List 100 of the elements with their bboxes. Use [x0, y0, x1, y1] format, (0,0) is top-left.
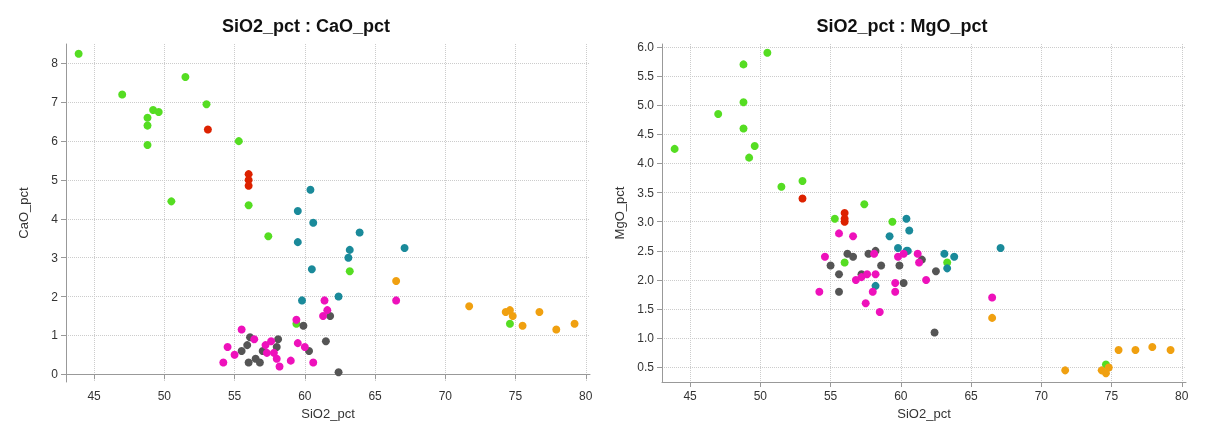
- point: [143, 141, 152, 150]
- point: [739, 124, 748, 133]
- y-tick-label: 8: [51, 56, 59, 71]
- point: [244, 358, 253, 367]
- y-tick-label: 2.5: [637, 243, 655, 258]
- point: [334, 292, 343, 301]
- y-tick-label: 7: [51, 95, 59, 110]
- point: [798, 194, 807, 203]
- x-tick-label: 80: [579, 389, 593, 403]
- y-tick-label: 2.0: [637, 273, 655, 288]
- x-tick-label: 60: [298, 389, 312, 403]
- point: [293, 207, 302, 216]
- point: [505, 319, 514, 328]
- point: [298, 296, 307, 305]
- point: [181, 73, 190, 82]
- point: [223, 343, 232, 352]
- point: [798, 176, 807, 185]
- point: [307, 265, 316, 274]
- point: [518, 321, 527, 330]
- point: [321, 337, 330, 346]
- point: [535, 308, 544, 317]
- point: [275, 362, 284, 371]
- y-tick-label: 2: [51, 289, 59, 304]
- point: [272, 343, 281, 352]
- x-axis-title: SiO2_pct: [897, 405, 952, 421]
- point: [293, 339, 302, 348]
- point: [244, 201, 253, 210]
- y-axis-title: MgO_pct: [612, 186, 627, 240]
- point: [320, 296, 329, 305]
- point: [299, 321, 308, 330]
- point: [264, 232, 273, 241]
- point: [237, 346, 246, 355]
- point: [888, 217, 897, 226]
- x-tick-label: 65: [964, 389, 979, 403]
- point: [1166, 345, 1175, 354]
- y-tick-label: 3.5: [637, 185, 655, 200]
- point: [552, 325, 561, 334]
- point: [988, 313, 997, 322]
- y-tick-label: 1.0: [637, 331, 655, 346]
- y-tick-label: 4.0: [637, 156, 655, 171]
- chart-title: SiO2_pct : CaO_pct: [221, 16, 391, 36]
- point: [943, 264, 952, 273]
- x-tick-label: 75: [508, 389, 523, 403]
- point: [392, 276, 401, 285]
- point: [1148, 343, 1157, 352]
- y-tick-label: 5.0: [637, 98, 655, 113]
- point: [849, 252, 858, 261]
- point: [815, 287, 824, 296]
- point: [670, 144, 679, 153]
- y-tick-label: 1.5: [637, 302, 655, 317]
- point: [570, 319, 579, 328]
- point: [400, 243, 409, 252]
- point: [763, 48, 772, 57]
- point: [745, 153, 754, 162]
- point: [863, 270, 872, 279]
- x-tick-label: 75: [1104, 389, 1119, 403]
- point: [262, 348, 271, 357]
- x-tick-label: 70: [438, 389, 453, 403]
- point: [861, 299, 870, 308]
- point: [777, 182, 786, 191]
- point: [118, 90, 127, 99]
- point: [885, 232, 894, 241]
- point: [230, 350, 239, 359]
- y-tick-label: 0.5: [637, 360, 655, 375]
- point: [820, 252, 829, 261]
- point: [1131, 345, 1140, 354]
- point: [203, 125, 212, 134]
- point: [868, 287, 877, 296]
- point: [319, 311, 328, 320]
- point: [261, 341, 270, 350]
- point: [930, 328, 939, 337]
- point: [74, 49, 83, 58]
- point: [154, 107, 163, 116]
- point: [237, 325, 246, 334]
- point: [902, 214, 911, 223]
- point: [244, 181, 253, 190]
- point: [931, 267, 940, 276]
- point: [940, 249, 949, 258]
- y-tick-label: 4.5: [637, 127, 655, 142]
- point: [988, 293, 997, 302]
- point: [465, 302, 474, 311]
- x-tick-label: 55: [227, 389, 242, 403]
- y-tick-label: 3.0: [637, 214, 655, 229]
- point: [860, 200, 869, 209]
- point: [143, 113, 152, 122]
- point: [143, 121, 152, 130]
- point: [234, 137, 243, 146]
- point: [913, 249, 922, 258]
- x-tick-label: 70: [1034, 389, 1049, 403]
- point: [835, 287, 844, 296]
- point: [306, 185, 315, 194]
- point: [739, 98, 748, 107]
- x-tick-label: 50: [157, 389, 172, 403]
- point: [840, 258, 849, 267]
- y-tick-label: 3: [51, 250, 59, 265]
- x-tick-label: 45: [683, 389, 698, 403]
- point: [871, 270, 880, 279]
- point: [849, 232, 858, 241]
- point: [835, 270, 844, 279]
- point: [255, 358, 264, 367]
